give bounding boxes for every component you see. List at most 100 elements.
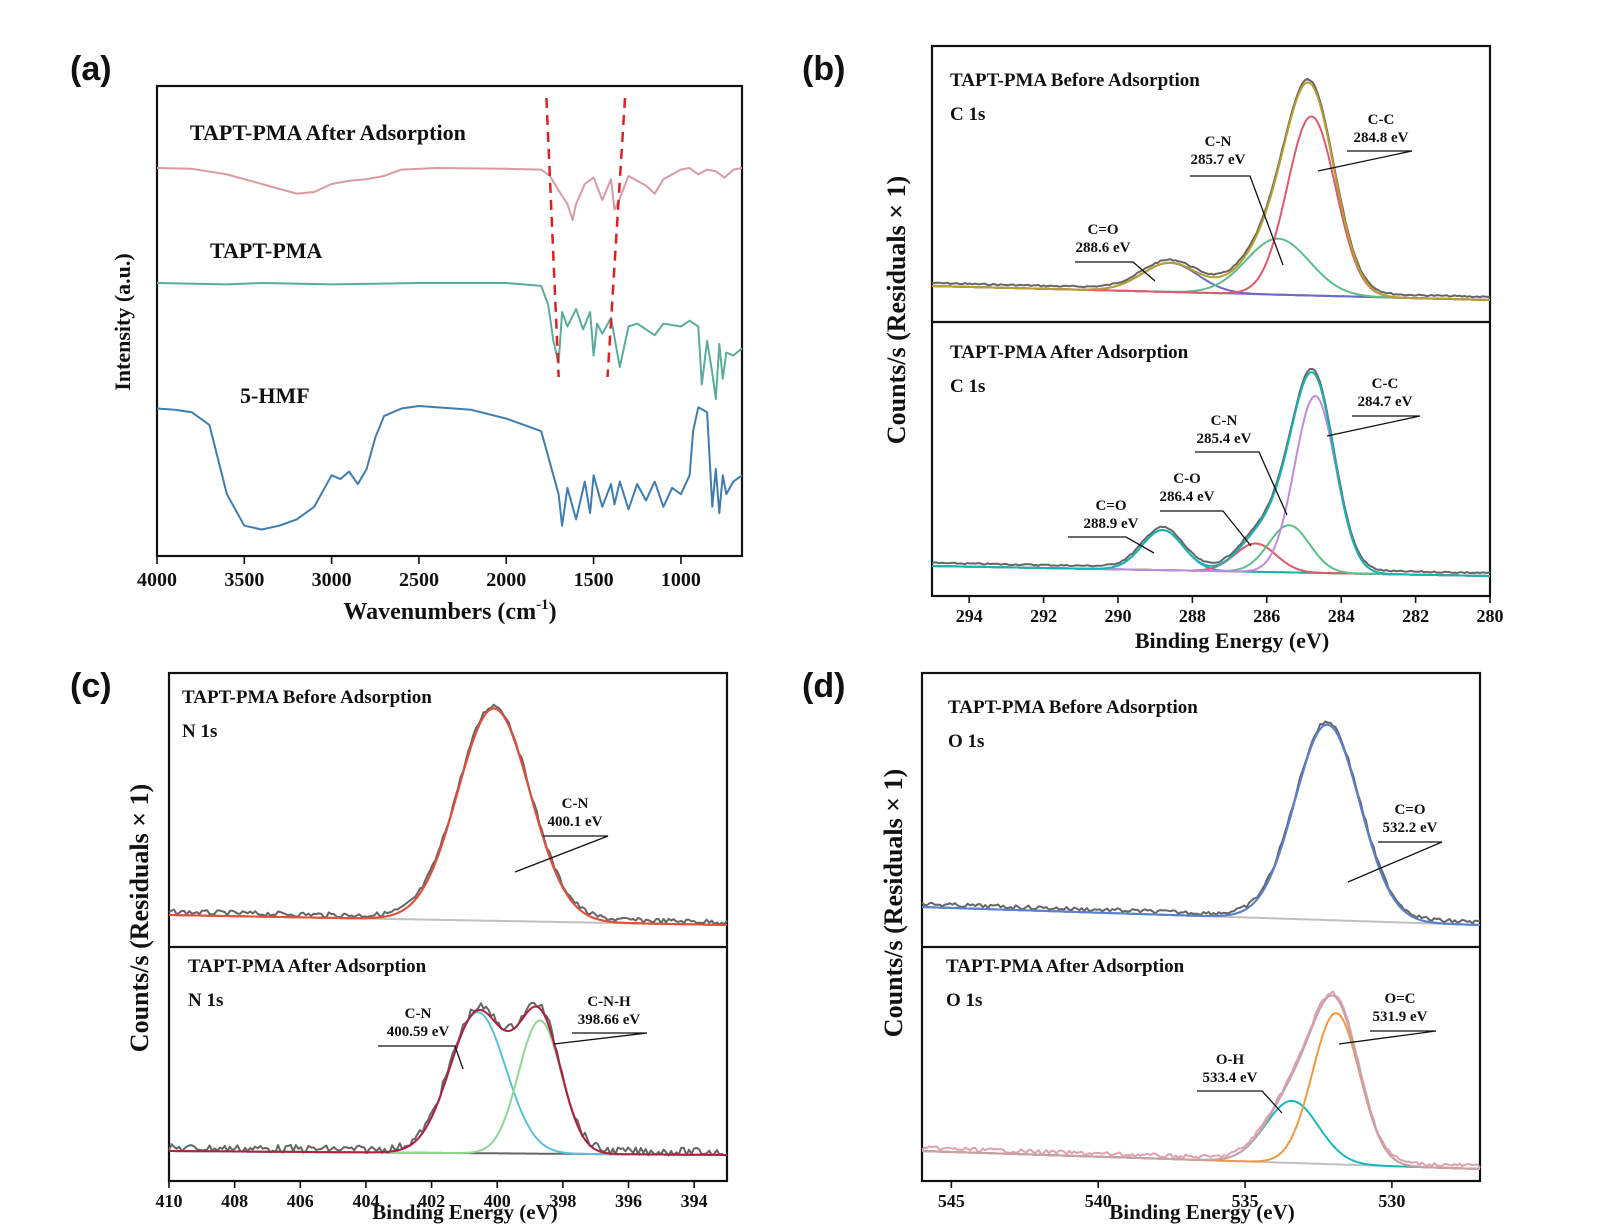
series-label-tapt: TAPT-PMA xyxy=(210,238,323,263)
panel-label-d: (d) xyxy=(802,667,845,705)
panel-label-b: (b) xyxy=(802,50,845,88)
b-anno-leader-c-n-1 xyxy=(1190,175,1284,266)
series-line-tapt-pma xyxy=(156,282,743,400)
d-xtick-label-540: 540 xyxy=(1085,1191,1112,1211)
d-bottom-title: TAPT-PMA After Adsorption xyxy=(946,956,1185,977)
b-top-element: C 1s xyxy=(950,104,985,125)
panel-d-o1s: 545 540 535 530 C=O 532.2 eV O-H 533.4 eV O=C 53… xyxy=(879,671,1482,1224)
a-xlabel-main: Wavenumbers (cm xyxy=(343,599,536,625)
b-xtick-label-294: 294 xyxy=(956,606,983,626)
d-ylabel: Counts/s (Residuals × 1) xyxy=(879,769,908,1037)
c-envelope-line-2 xyxy=(169,1005,727,1156)
b-xtick-label-292: 292 xyxy=(1030,606,1057,626)
c-anno-leader-c-n-1 xyxy=(514,835,609,873)
b-ylabel: Counts/s (Residuals × 1) xyxy=(882,176,911,444)
b-xtick-label-280: 280 xyxy=(1477,606,1504,626)
b-anno-leader-c-n-2 xyxy=(1195,451,1288,516)
c-top-title: TAPT-PMA Before Adsorption xyxy=(182,687,432,708)
b-top-title: TAPT-PMA Before Adsorption xyxy=(950,70,1200,91)
c-raw-line-1 xyxy=(168,703,728,926)
d-top-element: O 1s xyxy=(948,731,984,752)
b-anno-leader-c-o-1 xyxy=(1075,261,1156,282)
c-xtick-label-396: 396 xyxy=(615,1191,642,1211)
c-bottom-title: TAPT-PMA After Adsorption xyxy=(188,956,427,977)
b-anno-value-c-n-1: 285.7 eV xyxy=(1191,152,1246,168)
panel-a-ftir: 4000 3500 3000 2500 2000 1500 1000 TAPT-PMA Af… xyxy=(110,84,744,625)
b-anno-label-c-o-2: C=O xyxy=(1095,498,1126,514)
d-anno-label-c-o-1: C=O xyxy=(1394,802,1425,818)
d-bottom-element: O 1s xyxy=(946,990,982,1011)
b-anno-label-c-c-1: C-C xyxy=(1368,112,1395,128)
d-anno-label-o-c-2: O=C xyxy=(1384,991,1415,1007)
c-anno-label-c-n-h-2: C-N-H xyxy=(587,994,631,1010)
b-anno-value-c-o-2: 286.4 eV xyxy=(1160,489,1215,505)
c-xtick-label-408: 408 xyxy=(221,1191,248,1211)
b-bottom-title: TAPT-PMA After Adsorption xyxy=(950,342,1189,363)
d-raw-line-1 xyxy=(921,720,1481,925)
c-xtick-label-394: 394 xyxy=(681,1191,708,1211)
b-anno-leader-c-c-1 xyxy=(1317,150,1413,172)
b-anno-value-c-o-2: 288.9 eV xyxy=(1084,516,1139,532)
panel-a-frame xyxy=(155,84,744,558)
b-xlabel: Binding Energy (eV) xyxy=(1135,628,1329,653)
d-xtick-label-535: 535 xyxy=(1232,1191,1259,1211)
a-xtick-label-1000: 1000 xyxy=(661,569,701,591)
a-xlabel-sup: -1 xyxy=(536,597,549,613)
b-xtick-label-284: 284 xyxy=(1328,606,1355,626)
a-xtick-label-1500: 1500 xyxy=(574,569,614,591)
b-anno-leader-c-o-2 xyxy=(1160,510,1252,547)
b-anno-leader-c-o-2 xyxy=(1068,536,1155,554)
c-xtick-label-410: 410 xyxy=(156,1191,183,1211)
d-anno-value-c-o-1: 532.2 eV xyxy=(1383,820,1438,836)
c-xtick-label-398: 398 xyxy=(549,1191,576,1211)
c-top-element: N 1s xyxy=(182,721,217,742)
d-anno-value-o-c-2: 531.9 eV xyxy=(1373,1009,1428,1025)
series-line-tapt-pma-after-adsorption xyxy=(156,167,743,221)
a-xtick-label-2000: 2000 xyxy=(486,569,526,591)
c-anno-leader-c-n-2 xyxy=(378,1045,464,1070)
c-anno-leader-c-n-h-2 xyxy=(553,1032,648,1045)
a-xlabel: Wavenumbers (cm-1) xyxy=(343,597,556,625)
c-anno-label-c-n-2: C-N xyxy=(405,1006,432,1022)
b-raw-line-2 xyxy=(931,367,1491,575)
b-anno-label-c-c-2: C-C xyxy=(1372,376,1399,392)
b-anno-leader-c-c-2 xyxy=(1326,415,1421,437)
d-peak-o-h-2 xyxy=(921,1099,1481,1170)
panel-d-frame xyxy=(920,671,1482,1183)
d-top-title: TAPT-PMA Before Adsorption xyxy=(948,697,1198,718)
c-xtick-label-400: 400 xyxy=(484,1191,511,1211)
c-xlabel: Binding Energy (eV) xyxy=(372,1200,558,1224)
c-bottom-element: N 1s xyxy=(188,990,223,1011)
d-anno-leader-c-o-1 xyxy=(1347,841,1443,883)
d-raw-line-2 xyxy=(921,990,1481,1169)
b-peak-c-n-1 xyxy=(931,237,1491,301)
c-xtick-label-402: 402 xyxy=(418,1191,445,1211)
c-xtick-label-406: 406 xyxy=(287,1191,314,1211)
b-xtick-label-288: 288 xyxy=(1179,606,1206,626)
d-anno-value-o-h-2: 533.4 eV xyxy=(1203,1070,1258,1086)
panel-c-n1s: 410 408 406 404 402 400 398 396 394 C-N 400.1 eV C… xyxy=(125,671,729,1224)
a-ylabel: Intensity (a.u.) xyxy=(110,253,135,391)
c-anno-value-c-n-2: 400.59 eV xyxy=(387,1024,450,1040)
c-anno-label-c-n-1: C-N xyxy=(562,796,589,812)
a-xtick-label-4000: 4000 xyxy=(137,569,177,591)
b-envelope-line-1 xyxy=(931,81,1491,301)
panel-label-a: (a) xyxy=(70,50,112,88)
a-xtick-label-3500: 3500 xyxy=(224,569,264,591)
b-anno-value-c-n-2: 285.4 eV xyxy=(1197,431,1252,447)
c-anno-value-c-n-h-2: 398.66 eV xyxy=(578,1012,641,1028)
b-anno-value-c-c-2: 284.7 eV xyxy=(1358,394,1413,410)
series-line-5-hmf xyxy=(156,405,743,531)
series-label-hmf: 5-HMF xyxy=(240,383,310,408)
b-anno-label-c-o-1: C=O xyxy=(1087,222,1118,238)
c-anno-value-c-n-1: 400.1 eV xyxy=(548,814,603,830)
a-xtick-label-3000: 3000 xyxy=(312,569,352,591)
b-anno-label-c-o-2: C-O xyxy=(1173,471,1201,487)
b-xtick-label-282: 282 xyxy=(1402,606,1429,626)
b-anno-label-c-n-2: C-N xyxy=(1211,413,1238,429)
c-ylabel: Counts/s (Residuals × 1) xyxy=(125,784,154,1052)
a-xtick-label-2500: 2500 xyxy=(399,569,439,591)
c-peak-c-n-1 xyxy=(169,707,727,926)
c-envelope-line-1 xyxy=(169,707,727,926)
